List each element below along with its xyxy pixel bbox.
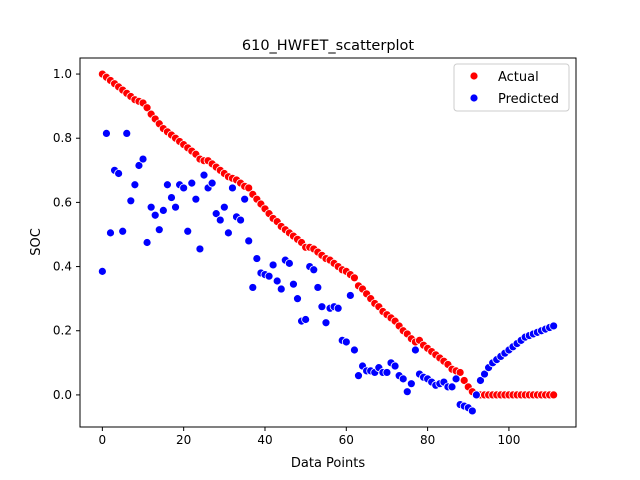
- data-point-predicted: [158, 206, 168, 215]
- data-point-predicted: [219, 202, 229, 212]
- data-point-predicted: [313, 283, 323, 292]
- plot-area: [79, 57, 577, 428]
- legend-marker-actual: [469, 71, 479, 81]
- data-point-predicted: [163, 180, 172, 190]
- data-point-predicted: [272, 276, 282, 286]
- data-point-actual: [244, 183, 254, 193]
- data-point-predicted: [118, 226, 128, 236]
- x-tick-label: 20: [176, 433, 191, 447]
- data-point-predicted: [126, 196, 136, 206]
- data-point-predicted: [236, 215, 245, 225]
- data-point-predicted: [114, 169, 124, 178]
- data-point-actual: [350, 273, 359, 283]
- y-tick-label: 0.6: [53, 195, 72, 209]
- data-point-predicted: [276, 284, 286, 294]
- data-point-actual: [459, 376, 469, 385]
- data-point-predicted: [199, 170, 209, 180]
- data-point-predicted: [179, 183, 189, 193]
- data-point-predicted: [228, 183, 237, 193]
- data-point-predicted: [248, 283, 258, 292]
- legend-label-actual: Actual: [498, 70, 539, 85]
- data-point-predicted: [476, 376, 485, 385]
- data-point-predicted: [215, 215, 225, 225]
- data-point-predicted: [240, 194, 250, 204]
- data-point-predicted: [191, 194, 201, 204]
- x-tick-label: 0: [99, 433, 107, 447]
- data-point-predicted: [480, 369, 489, 379]
- data-point-predicted: [154, 225, 164, 235]
- data-point-predicted: [138, 154, 148, 164]
- data-point-predicted: [223, 228, 233, 238]
- data-point-predicted: [471, 390, 481, 400]
- data-point-predicted: [398, 374, 408, 384]
- data-point-predicted: [411, 345, 420, 355]
- y-tick-label: 0.4: [53, 260, 72, 274]
- data-point-predicted: [252, 254, 262, 263]
- data-point-predicted: [390, 361, 400, 371]
- data-point-predicted: [354, 371, 363, 381]
- legend-marker-predicted: [469, 93, 479, 103]
- legend: Actual Predicted: [453, 63, 570, 112]
- data-point-predicted: [211, 209, 221, 219]
- series-actual: [97, 69, 559, 400]
- data-point-predicted: [106, 228, 115, 238]
- data-point-predicted: [289, 279, 298, 289]
- legend-label-predicted: Predicted: [498, 92, 559, 107]
- y-axis-label: SOC: [29, 228, 44, 256]
- data-point-predicted: [284, 258, 294, 268]
- chart-title: 610_HWFET_scatterplot: [242, 38, 415, 54]
- data-point-predicted: [134, 161, 144, 170]
- data-point-predicted: [382, 368, 392, 377]
- data-point-predicted: [146, 202, 156, 212]
- data-point-predicted: [309, 265, 319, 275]
- y-axis: 0.0 0.2 0.4 0.6 0.8 1.0: [53, 67, 80, 402]
- y-tick-label: 0.8: [53, 131, 72, 145]
- data-point-predicted: [142, 238, 152, 247]
- data-point-predicted: [187, 178, 197, 188]
- data-point-predicted: [345, 291, 355, 300]
- data-point-predicted: [264, 271, 274, 281]
- data-point-actual: [455, 368, 465, 377]
- data-point-predicted: [207, 178, 217, 188]
- data-point-predicted: [301, 315, 311, 324]
- y-tick-label: 0.0: [53, 388, 72, 402]
- data-point-predicted: [150, 210, 160, 220]
- data-point-predicted: [244, 236, 254, 246]
- data-point-predicted: [467, 406, 477, 416]
- data-point-predicted: [333, 303, 343, 313]
- data-point-actual: [142, 103, 152, 113]
- data-point-predicted: [183, 226, 193, 236]
- data-point-predicted: [341, 337, 351, 347]
- data-point-predicted: [402, 387, 412, 397]
- data-point-predicted: [195, 244, 205, 254]
- data-point-predicted: [171, 202, 180, 212]
- y-tick-label: 1.0: [53, 67, 72, 81]
- x-tick-label: 80: [420, 433, 435, 447]
- data-point-predicted: [350, 345, 359, 355]
- data-point-predicted: [321, 318, 331, 328]
- data-point-predicted: [130, 180, 140, 190]
- data-point-actual: [549, 390, 559, 400]
- data-point-predicted: [122, 128, 132, 138]
- x-axis-label: Data Points: [291, 456, 365, 471]
- legend-box: [453, 63, 570, 112]
- data-point-predicted: [317, 302, 327, 312]
- data-point-predicted: [451, 374, 461, 384]
- data-point-predicted: [167, 193, 176, 202]
- x-tick-label: 100: [497, 433, 520, 447]
- x-tick-label: 40: [257, 433, 272, 447]
- series-predicted: [97, 128, 559, 416]
- data-point-predicted: [102, 128, 111, 138]
- data-point-predicted: [97, 266, 107, 276]
- data-point-predicted: [293, 294, 302, 304]
- data-point-predicted: [406, 379, 416, 389]
- data-point-predicted: [447, 382, 457, 392]
- data-point-predicted: [549, 321, 559, 331]
- data-point-predicted: [268, 260, 278, 270]
- x-axis: 0 20 40 60 80 100: [99, 427, 520, 447]
- plot-frame: [79, 57, 577, 428]
- y-tick-label: 0.2: [53, 324, 72, 338]
- x-tick-label: 60: [339, 433, 354, 447]
